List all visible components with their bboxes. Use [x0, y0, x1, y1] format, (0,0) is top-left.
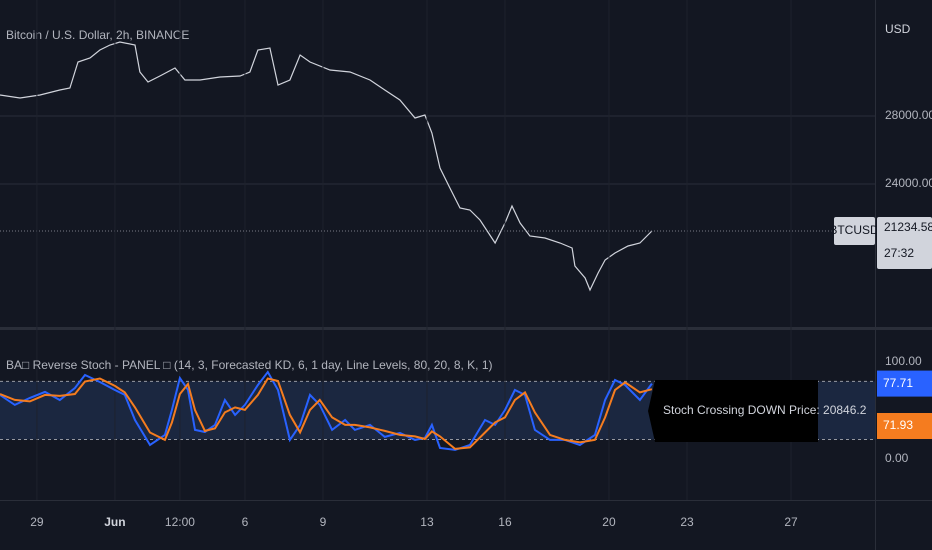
y-tick-label: 28000.00	[885, 108, 932, 122]
value-tag-label: 71.93	[883, 418, 913, 432]
x-tick-label: 16	[498, 515, 512, 529]
x-tick-label: 9	[320, 515, 327, 529]
value-tag	[877, 370, 932, 397]
x-tick-label: 13	[420, 515, 434, 529]
x-tick-label: 12:00	[165, 515, 195, 529]
annotation-text: Stoch Crossing DOWN Price: 20846.2	[663, 403, 867, 417]
x-tick-label: 6	[242, 515, 249, 529]
x-tick-label: 29	[30, 515, 44, 529]
pane-title: Bitcoin / U.S. Dollar, 2h, BINANCE	[6, 28, 189, 42]
value-tag	[877, 413, 932, 439]
x-tick-label: 20	[602, 515, 616, 529]
symbol-tag	[834, 217, 875, 246]
symbol-tag-label: BTCUSD	[829, 223, 879, 237]
last-price-label: 21234.58	[884, 220, 932, 234]
x-tick-label: Jun	[104, 515, 125, 529]
series-line	[0, 370, 653, 451]
y-tick-label: 24000.00	[885, 176, 932, 190]
x-tick-label: 27	[784, 515, 798, 529]
y-tick-label: 0.00	[885, 451, 909, 465]
annotation-box	[648, 380, 818, 442]
series-line	[0, 377, 653, 450]
series-line	[0, 41, 653, 292]
last-price-tag	[877, 217, 932, 270]
y-tick-label: 100.00	[885, 354, 922, 368]
pane-title: BA□ Reverse Stoch - PANEL □ (14, 3, Fore…	[6, 358, 493, 372]
countdown-label: 27:32	[884, 246, 914, 260]
y-axis-label: USD	[885, 22, 911, 36]
x-tick-label: 23	[680, 515, 694, 529]
value-tag-label: 77.71	[883, 376, 913, 390]
